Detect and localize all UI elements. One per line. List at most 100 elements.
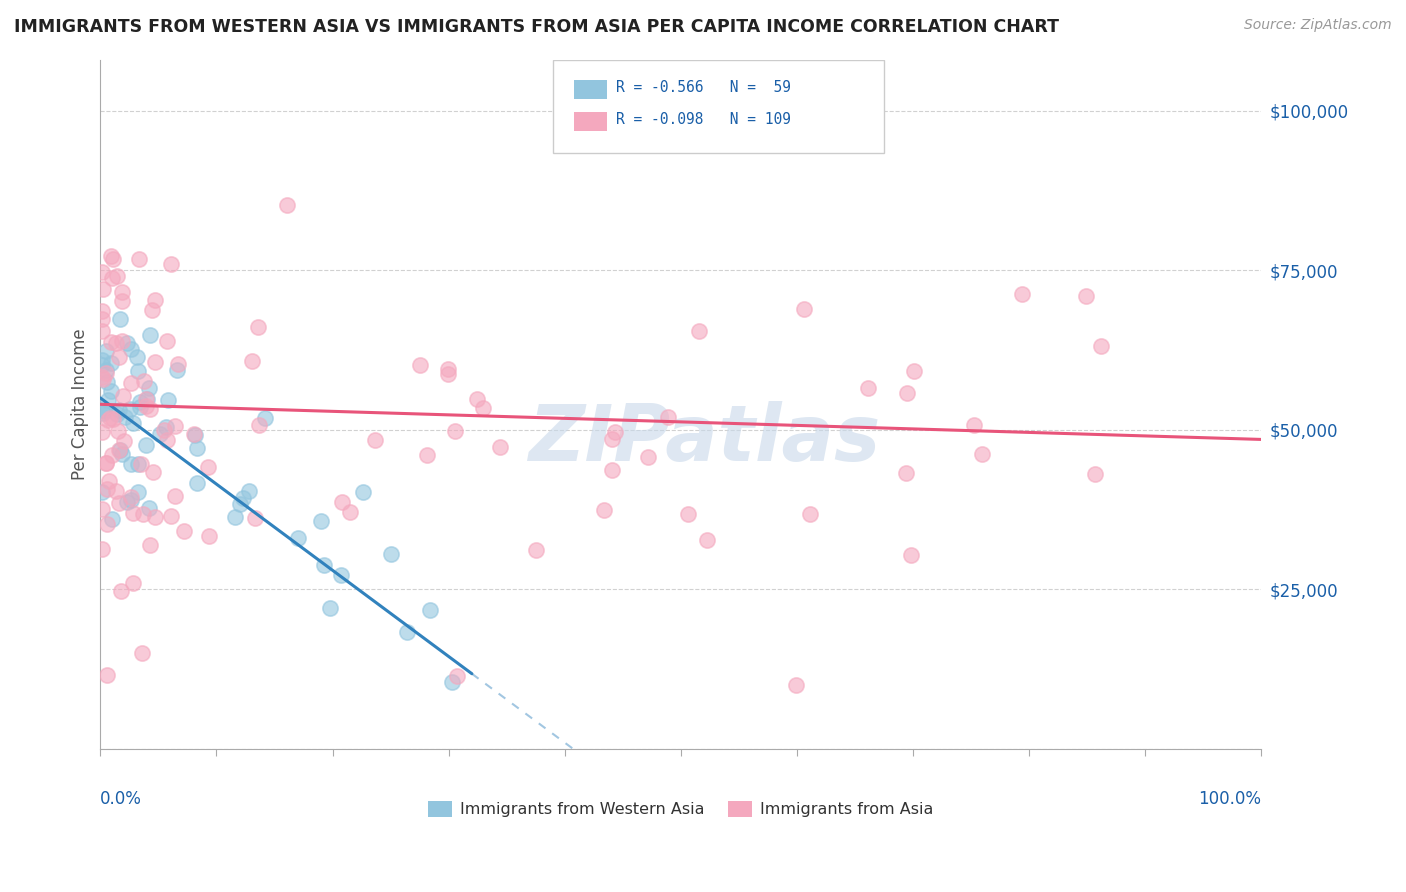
Point [97, 413, 120, 427]
Point [103, 252, 125, 266]
Legend: Immigrants from Western Asia, Immigrants from Asia: Immigrants from Western Asia, Immigrants… [422, 795, 941, 824]
Point [232, 491, 254, 505]
Point [98, 475, 121, 489]
Point [131, 646, 153, 660]
Point [963, 417, 986, 432]
Point [105, 407, 128, 421]
Point [396, 625, 419, 640]
Point [896, 386, 918, 401]
Point [224, 509, 246, 524]
Point [96, 392, 118, 407]
Point [972, 447, 994, 461]
Point [166, 363, 188, 377]
Point [90, 541, 112, 556]
Point [339, 505, 361, 519]
Point [90, 425, 112, 439]
Point [156, 334, 179, 348]
Point [165, 489, 187, 503]
Point [104, 484, 127, 499]
Point [676, 507, 699, 521]
Point [91, 265, 114, 279]
Point [100, 448, 122, 462]
Point [141, 302, 163, 317]
Point [93, 404, 115, 418]
Point [107, 443, 129, 458]
Point [186, 476, 208, 491]
Point [112, 434, 135, 448]
Point [120, 343, 142, 357]
Point [437, 362, 460, 376]
Point [90, 370, 112, 384]
Point [129, 395, 152, 409]
Point [160, 509, 183, 524]
Point [186, 442, 208, 456]
Point [127, 457, 149, 471]
Point [94, 343, 117, 358]
Point [132, 507, 155, 521]
FancyBboxPatch shape [574, 79, 606, 99]
Point [163, 419, 186, 434]
Point [114, 410, 136, 425]
Point [96, 363, 118, 377]
Point [91, 406, 114, 420]
Point [90, 484, 112, 499]
Point [90, 402, 112, 417]
Point [96, 516, 118, 531]
Point [142, 465, 165, 479]
Point [125, 350, 148, 364]
Point [128, 252, 150, 266]
Point [903, 363, 925, 377]
Point [318, 601, 340, 615]
Point [229, 497, 252, 511]
Point [120, 401, 142, 416]
Point [135, 399, 157, 413]
Point [139, 539, 162, 553]
Point [524, 542, 547, 557]
Text: ZIPatlas: ZIPatlas [527, 401, 880, 477]
Point [138, 381, 160, 395]
Point [1084, 467, 1107, 481]
Point [94, 366, 117, 380]
Point [437, 367, 460, 381]
Point [380, 547, 402, 561]
Point [139, 327, 162, 342]
Text: 0.0%: 0.0% [100, 790, 142, 808]
Point [155, 419, 177, 434]
Point [115, 495, 138, 509]
Point [240, 354, 263, 368]
Point [96, 667, 118, 681]
Point [198, 529, 221, 543]
Point [110, 443, 132, 458]
Point [1090, 339, 1112, 353]
Point [108, 496, 131, 510]
Point [127, 484, 149, 499]
Point [444, 424, 467, 438]
Point [90, 501, 112, 516]
Point [103, 411, 125, 425]
Text: Source: ZipAtlas.com: Source: ZipAtlas.com [1244, 18, 1392, 32]
Point [111, 447, 134, 461]
Point [96, 482, 118, 496]
Point [121, 576, 143, 591]
Point [91, 371, 114, 385]
Point [143, 293, 166, 307]
Point [156, 434, 179, 448]
Point [309, 514, 332, 528]
Point [149, 426, 172, 441]
Point [90, 304, 112, 318]
Point [145, 509, 167, 524]
Point [419, 603, 441, 617]
Point [122, 506, 145, 520]
FancyBboxPatch shape [574, 112, 606, 131]
Point [900, 548, 922, 562]
Point [465, 392, 488, 407]
Point [120, 376, 142, 390]
Point [440, 675, 463, 690]
Point [1011, 287, 1033, 301]
Point [111, 293, 134, 308]
Point [415, 448, 437, 462]
Point [472, 401, 495, 415]
Point [107, 424, 129, 438]
Point [352, 484, 374, 499]
Point [100, 335, 122, 350]
